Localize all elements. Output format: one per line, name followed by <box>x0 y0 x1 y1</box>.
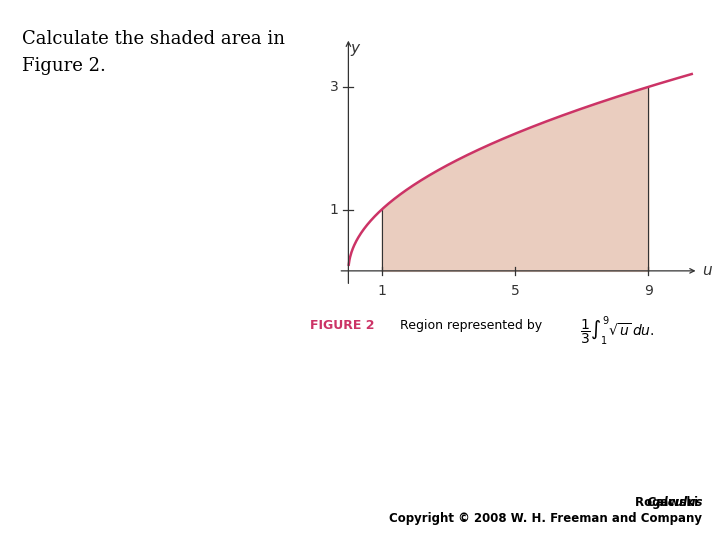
Text: Calculate the shaded area in: Calculate the shaded area in <box>22 30 284 48</box>
Text: u: u <box>702 264 711 278</box>
Text: $\dfrac{1}{3}\int_1^9 \sqrt{u}\, du.$: $\dfrac{1}{3}\int_1^9 \sqrt{u}\, du.$ <box>580 314 654 347</box>
Text: 1: 1 <box>377 285 386 299</box>
Text: Region represented by: Region represented by <box>392 319 546 332</box>
Text: 5: 5 <box>510 285 519 299</box>
Text: 9: 9 <box>644 285 653 299</box>
Text: Rogawski: Rogawski <box>635 496 702 509</box>
Text: Calculus: Calculus <box>606 496 702 509</box>
Text: Figure 2.: Figure 2. <box>22 57 105 75</box>
Text: FIGURE 2: FIGURE 2 <box>310 319 374 332</box>
Text: 3: 3 <box>330 80 338 94</box>
Text: Copyright © 2008 W. H. Freeman and Company: Copyright © 2008 W. H. Freeman and Compa… <box>389 512 702 525</box>
Text: y: y <box>350 41 359 56</box>
Text: 1: 1 <box>330 202 338 217</box>
